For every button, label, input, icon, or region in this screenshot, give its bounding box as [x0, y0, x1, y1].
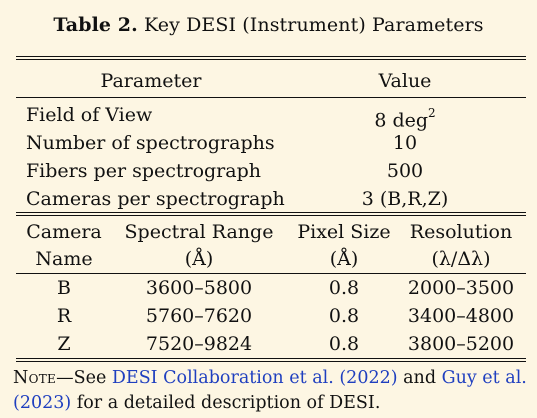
header-parameter: Parameter: [100, 70, 202, 92]
resolution: 2000–3500: [407, 277, 515, 299]
table-row: B 3600–5800 0.8 2000–3500: [16, 275, 526, 301]
param-label: Field of View: [26, 104, 153, 126]
note-text: for a detailed description of DESI.: [71, 393, 381, 413]
top-rule: [16, 56, 526, 57]
note-text: See: [73, 368, 112, 388]
header-pixel-size: Pixel Size: [297, 221, 391, 243]
spectral-range: 3600–5800: [145, 277, 253, 299]
pixel-size: 0.8: [328, 277, 360, 299]
table-caption: Table 2. Key DESI (Instrument) Parameter…: [0, 14, 537, 36]
note-text: and: [397, 368, 442, 388]
header-pixel-unit: (Å): [329, 248, 359, 270]
table-row: Field of View 8 deg2: [16, 102, 526, 131]
header-value: Value: [378, 70, 432, 92]
header-camera: Camera: [26, 221, 102, 243]
table1-header-row: Parameter Value: [16, 68, 526, 94]
citation-link-guy[interactable]: Guy et al. (2023): [13, 368, 527, 413]
table-title: Key DESI (Instrument) Parameters: [143, 14, 484, 36]
header-spectral-range: Spectral Range: [124, 221, 274, 243]
table-row: Cameras per spectrograph 3 (B,R,Z): [16, 186, 526, 212]
resolution: 3800–5200: [407, 333, 515, 355]
camera-name: R: [56, 305, 72, 327]
top-rule-inner: [16, 59, 526, 60]
camera-name: B: [57, 277, 71, 299]
param-value: 3 (B,R,Z): [361, 188, 449, 210]
camera-name: Z: [57, 333, 71, 355]
bottom-rule: [16, 358, 526, 359]
table-row: Z 7520–9824 0.8 3800–5200: [16, 331, 526, 357]
note-label: Note: [13, 368, 57, 388]
section-rule-inner: [16, 215, 526, 216]
superscript: 2: [428, 106, 436, 120]
param-value: 10: [392, 132, 418, 154]
resolution: 3400–4800: [407, 305, 515, 327]
table2-header-row-2: Name (Å) (Å) (λ/Δλ): [16, 246, 526, 272]
spectral-range: 5760–7620: [145, 305, 253, 327]
spectral-range: 7520–9824: [145, 333, 253, 355]
header-range-unit: (Å): [184, 248, 214, 270]
table-note: Note—See DESI Collaboration et al. (2022…: [13, 366, 528, 416]
param-value: 8 deg2: [374, 106, 436, 132]
param-label: Number of spectrographs: [26, 132, 275, 154]
header-rule: [16, 97, 526, 98]
pixel-size: 0.8: [328, 305, 360, 327]
param-label: Cameras per spectrograph: [26, 188, 285, 210]
header-camera-name: Name: [35, 248, 93, 270]
table-row: R 5760–7620 0.8 3400–4800: [16, 303, 526, 329]
table2-header-row: Camera Spectral Range Pixel Size Resolut…: [16, 219, 526, 245]
pixel-size: 0.8: [328, 333, 360, 355]
note-dash: —: [56, 368, 74, 388]
header-resolution-unit: (λ/Δλ): [431, 248, 491, 270]
table-number: Table 2.: [53, 14, 138, 36]
citation-link-desi[interactable]: DESI Collaboration et al. (2022): [111, 368, 398, 388]
header-rule-2: [16, 273, 526, 274]
header-resolution: Resolution: [409, 221, 513, 243]
param-value: 500: [386, 160, 424, 182]
param-label: Fibers per spectrograph: [26, 160, 261, 182]
table-row: Number of spectrographs 10: [16, 130, 526, 156]
bottom-rule-inner: [16, 361, 526, 362]
section-rule: [16, 212, 526, 213]
table-row: Fibers per spectrograph 500: [16, 158, 526, 184]
